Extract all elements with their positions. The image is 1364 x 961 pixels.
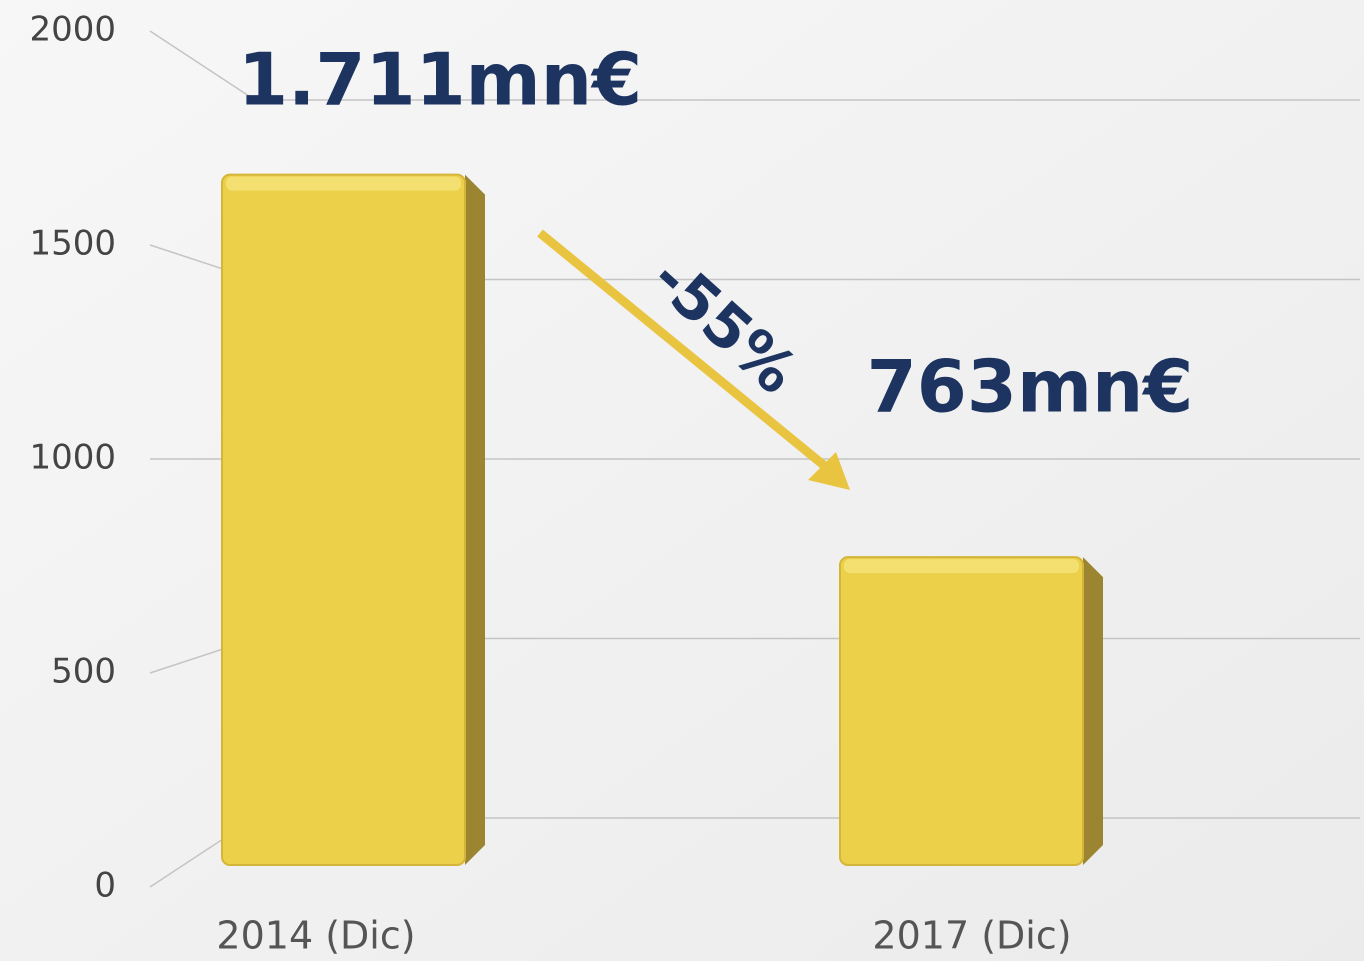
x-tick-label: 2014 (Dic) xyxy=(216,914,415,958)
bar-highlight xyxy=(844,559,1079,574)
bar-highlight xyxy=(226,176,461,191)
bar xyxy=(221,173,485,866)
grid-line xyxy=(149,30,1360,101)
bar-side xyxy=(465,174,485,865)
bars xyxy=(221,173,1103,867)
arrow-head xyxy=(808,452,850,490)
bar xyxy=(839,556,1103,867)
y-tick-label: 500 xyxy=(51,652,116,692)
labels: 1.711mn€ 2014 (Dic) 763mn€ 2017 (Dic) xyxy=(216,38,1193,958)
value-label: 1.711mn€ xyxy=(238,38,642,122)
y-tick-label: 0 xyxy=(94,866,116,906)
value-label: 763mn€ xyxy=(867,345,1194,429)
bar-side xyxy=(1083,557,1103,865)
y-tick-label: 2000 xyxy=(29,10,116,50)
bar-front xyxy=(221,173,466,866)
y-tick-label: 1000 xyxy=(29,438,116,478)
y-tick-label: 1500 xyxy=(29,224,116,264)
bar-front xyxy=(839,556,1084,867)
arrow-shaft xyxy=(537,229,835,476)
x-tick-label: 2017 (Dic) xyxy=(872,914,1071,958)
